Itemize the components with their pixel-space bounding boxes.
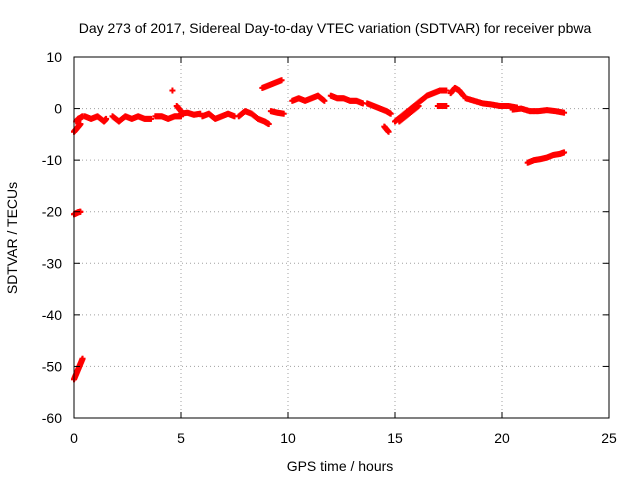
y-tick-label: -10 bbox=[42, 152, 62, 168]
axis-ticks bbox=[73, 56, 610, 419]
data-point bbox=[103, 115, 110, 122]
data-point bbox=[169, 87, 176, 94]
data-point bbox=[265, 121, 272, 128]
data-point bbox=[77, 121, 84, 128]
data-point bbox=[561, 149, 568, 156]
y-tick-label: 0 bbox=[54, 101, 62, 117]
data-point bbox=[443, 87, 450, 94]
x-tick-label: 25 bbox=[601, 430, 617, 446]
y-tick-label: 10 bbox=[46, 49, 62, 65]
y-axis-label: SDTVAR / TECUs bbox=[4, 182, 20, 294]
x-tick-label: 5 bbox=[177, 430, 185, 446]
x-tick-label: 0 bbox=[70, 430, 78, 446]
plot-frame bbox=[73, 56, 610, 419]
data-point bbox=[321, 97, 328, 104]
y-tick-label: -40 bbox=[42, 307, 62, 323]
data-point bbox=[415, 102, 422, 109]
data-point bbox=[148, 115, 155, 122]
x-tick-label: 15 bbox=[387, 430, 403, 446]
grid-lines bbox=[74, 57, 609, 418]
data-point bbox=[280, 110, 287, 117]
tick-labels: 0 5 10 15 20 25 -60 -50 -40 -30 -20 -10 0 10 bbox=[42, 49, 617, 446]
x-tick-label: 20 bbox=[494, 430, 510, 446]
data-point bbox=[387, 110, 394, 117]
chart-title: Day 273 of 2017, Sidereal Day-to-day VTE… bbox=[79, 20, 592, 36]
data-point bbox=[561, 109, 568, 116]
data-point bbox=[443, 102, 450, 109]
y-tick-label: -60 bbox=[42, 410, 62, 426]
data-point bbox=[385, 128, 392, 135]
x-tick-label: 10 bbox=[280, 430, 296, 446]
x-axis-label: GPS time / hours bbox=[287, 458, 394, 474]
data-point bbox=[278, 77, 285, 84]
y-tick-label: -30 bbox=[42, 255, 62, 271]
y-tick-label: -20 bbox=[42, 204, 62, 220]
data-points bbox=[71, 77, 568, 383]
y-tick-label: -50 bbox=[42, 358, 62, 374]
data-point bbox=[79, 355, 86, 362]
